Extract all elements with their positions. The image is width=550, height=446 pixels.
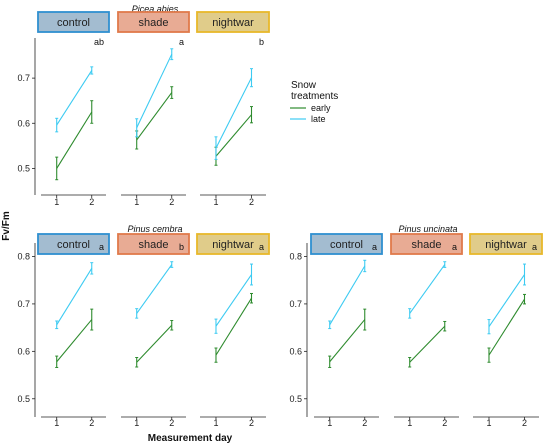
strip-label: shade: [139, 17, 169, 29]
series-line-early: [56, 111, 93, 169]
panel-shade: shade 1 2 b: [117, 233, 190, 428]
strip-control: [37, 233, 110, 255]
panel-control: control 1 2 a: [37, 233, 110, 428]
x-tick-label: 2: [249, 197, 254, 207]
panel-control: control 1 2 a: [310, 233, 383, 428]
x-tick-label: 1: [54, 197, 59, 207]
series-line-late: [409, 264, 446, 314]
x-tick-label: 1: [213, 197, 218, 207]
significance-letter: a: [179, 37, 184, 47]
y-tick-label: 0.8: [17, 251, 30, 261]
x-tick-label: 2: [169, 197, 174, 207]
chart-title: Picea abies: [132, 4, 179, 14]
series-line-late: [215, 77, 252, 149]
strip-nightwar: [469, 233, 543, 255]
significance-letter: a: [452, 242, 457, 252]
strip-label: shade: [139, 239, 169, 251]
strip-label: nightwar: [212, 17, 254, 29]
legend-title-line2: treatments: [291, 91, 338, 102]
x-axis-title: Measurement day: [148, 433, 233, 444]
y-tick-label: 0.8: [289, 251, 302, 261]
strip-nightwar: [196, 233, 270, 255]
y-tick-label: 0.6: [289, 346, 302, 356]
x-tick-label: 2: [442, 418, 447, 428]
panel-nightwar: nightwar 1 2 a: [469, 233, 543, 428]
strip-shade: [117, 233, 190, 255]
y-tick-label: 0.5: [17, 163, 30, 173]
series-line-early: [56, 319, 93, 363]
chart-title: Pinus uncinata: [398, 224, 457, 234]
y-tick-label: 0.5: [17, 394, 30, 404]
chart-title: Pinus cembra: [127, 224, 182, 234]
strip-shade: [117, 11, 190, 33]
series-line-late: [56, 268, 93, 326]
x-tick-label: 1: [213, 418, 218, 428]
chart-0: Picea abies 0.5 0.6 0.7 control 1 2 ab shade 1 2 a n…: [17, 4, 270, 207]
series-line-early: [136, 92, 173, 141]
chart-1: Pinus cembra 0.5 0.6 0.7 0.8 control 1 2 a shade 1…: [17, 224, 270, 428]
series-line-early: [215, 297, 252, 356]
y-tick-label: 0.6: [17, 346, 30, 356]
x-tick-label: 2: [169, 418, 174, 428]
y-tick-label: 0.7: [289, 299, 302, 309]
x-tick-label: 2: [522, 418, 527, 428]
panel-shade: shade 1 2 a: [117, 11, 190, 207]
y-axis-title: Fv/Fm: [1, 211, 12, 241]
x-tick-label: 1: [486, 418, 491, 428]
significance-letter: a: [99, 242, 104, 252]
series-line-early: [488, 298, 525, 356]
strip-label: nightwar: [485, 239, 527, 251]
strip-shade: [390, 233, 463, 255]
series-line-early: [409, 325, 446, 363]
significance-letter: b: [179, 242, 184, 252]
strip-label: control: [330, 239, 363, 251]
panel-nightwar: nightwar 1 2 b: [196, 11, 270, 207]
x-tick-label: 2: [362, 418, 367, 428]
series-line-late: [329, 265, 366, 326]
series-line-late: [488, 274, 525, 327]
series-line-late: [136, 53, 173, 129]
legend-label-late: late: [311, 114, 326, 124]
series-line-early: [329, 319, 366, 363]
x-tick-label: 1: [54, 418, 59, 428]
x-tick-label: 2: [89, 418, 94, 428]
strip-nightwar: [196, 11, 270, 33]
series-line-late: [136, 264, 173, 314]
x-tick-label: 1: [134, 418, 139, 428]
significance-letter: a: [372, 242, 377, 252]
y-tick-label: 0.6: [17, 118, 30, 128]
panel-control: control 1 2 ab: [37, 11, 110, 207]
strip-label: control: [57, 17, 90, 29]
strip-label: shade: [412, 239, 442, 251]
x-tick-label: 2: [89, 197, 94, 207]
strip-control: [310, 233, 383, 255]
series-line-late: [56, 70, 93, 126]
y-tick-label: 0.7: [17, 299, 30, 309]
strip-label: control: [57, 239, 90, 251]
panel-nightwar: nightwar 1 2 a: [196, 233, 270, 428]
strip-control: [37, 11, 110, 33]
series-line-early: [215, 114, 252, 157]
legend-title-line1: Snow: [291, 80, 317, 91]
legend-label-early: early: [311, 103, 331, 113]
panel-shade: shade 1 2 a: [390, 233, 463, 428]
significance-letter: b: [259, 37, 264, 47]
y-tick-label: 0.7: [17, 73, 30, 83]
x-tick-label: 1: [407, 418, 412, 428]
x-tick-label: 2: [249, 418, 254, 428]
series-line-early: [136, 324, 173, 363]
legend: Snow treatments early late: [290, 80, 338, 124]
series-line-late: [215, 274, 252, 327]
x-tick-label: 1: [134, 197, 139, 207]
significance-letter: a: [532, 242, 537, 252]
x-tick-label: 1: [327, 418, 332, 428]
strip-label: nightwar: [212, 239, 254, 251]
significance-letter: ab: [94, 37, 104, 47]
significance-letter: a: [259, 242, 264, 252]
y-tick-label: 0.5: [289, 394, 302, 404]
